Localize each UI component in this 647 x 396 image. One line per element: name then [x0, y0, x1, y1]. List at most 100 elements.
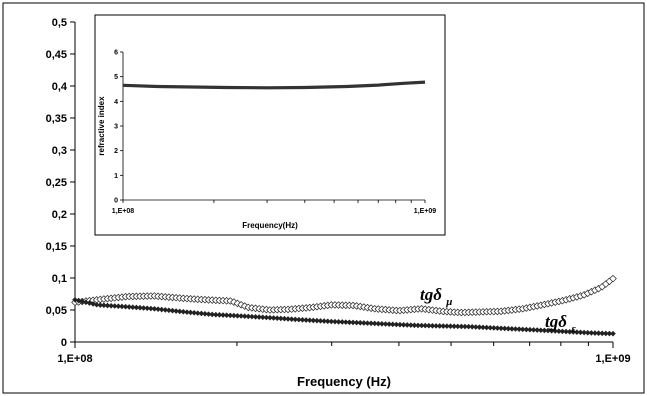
data-point	[444, 323, 450, 329]
data-point	[285, 316, 291, 322]
data-point	[292, 316, 299, 323]
data-point	[350, 319, 356, 326]
data-point	[238, 313, 244, 319]
data-point	[133, 304, 140, 311]
data-point	[411, 322, 418, 329]
data-point	[436, 323, 443, 329]
main-y-tick-label: 0,15	[46, 241, 67, 253]
data-point	[577, 329, 584, 336]
inset-y-tick-label: 4	[114, 99, 118, 106]
data-point	[252, 314, 259, 320]
data-point	[516, 326, 522, 332]
data-point	[310, 317, 317, 324]
data-point	[240, 302, 249, 310]
data-point	[270, 315, 277, 321]
data-point	[570, 329, 577, 335]
data-point	[353, 319, 360, 326]
data-point	[563, 328, 569, 335]
series-tg-epsilon-label-sub: ε	[571, 323, 576, 335]
series-tg-mu-label-sub: μ	[445, 296, 452, 308]
data-point	[303, 317, 309, 323]
data-point	[469, 324, 475, 330]
data-point	[501, 325, 508, 332]
data-point	[343, 319, 349, 325]
data-point	[566, 328, 573, 335]
data-point	[205, 311, 212, 317]
data-point	[122, 303, 129, 310]
inset-y-tick-label: 1	[114, 173, 118, 180]
data-point	[371, 320, 378, 327]
inset-y-tick-label: 3	[114, 124, 118, 131]
main-y-tick-label: 0,5	[52, 17, 67, 29]
main-x-axis-title: Frequency (Hz)	[297, 374, 391, 389]
data-point	[194, 310, 201, 316]
data-point	[400, 322, 407, 328]
data-point	[375, 320, 382, 327]
data-point	[465, 323, 472, 330]
data-point	[537, 327, 544, 334]
series-tg-mu	[71, 274, 617, 317]
data-point	[306, 317, 313, 324]
data-point	[458, 323, 465, 330]
data-point	[440, 323, 447, 329]
data-point	[519, 326, 526, 333]
data-point	[476, 324, 483, 330]
data-point	[151, 306, 158, 312]
data-point	[433, 323, 439, 329]
data-point	[581, 329, 587, 336]
data-point	[140, 305, 147, 311]
data-point	[606, 330, 613, 337]
data-point	[278, 315, 284, 322]
data-point	[97, 302, 104, 308]
data-point	[595, 330, 602, 337]
data-point	[162, 307, 169, 313]
data-point	[382, 321, 389, 327]
main-y-tick-label: 0,35	[46, 113, 67, 125]
data-point	[296, 316, 302, 323]
data-point	[209, 311, 216, 318]
data-point	[386, 321, 392, 327]
data-point	[609, 274, 617, 283]
data-point	[404, 322, 410, 328]
data-point	[216, 312, 223, 318]
inset-x-axis-title: Frequency(Hz)	[242, 221, 298, 230]
data-point	[184, 309, 190, 315]
data-point	[415, 322, 421, 329]
data-point	[408, 322, 414, 328]
data-point	[447, 323, 454, 330]
data-point	[418, 322, 425, 329]
data-point	[155, 306, 161, 312]
data-point	[158, 306, 165, 313]
data-point	[498, 325, 504, 332]
data-point	[530, 327, 537, 333]
data-point	[552, 328, 559, 334]
data-point	[137, 304, 143, 311]
data-point	[429, 322, 436, 329]
data-point	[256, 314, 262, 320]
data-point	[491, 325, 497, 331]
data-point	[166, 307, 172, 314]
data-point	[93, 301, 100, 308]
data-point	[483, 324, 490, 331]
main-y-tick-label: 0,3	[52, 145, 67, 157]
data-point	[314, 317, 320, 324]
data-point	[534, 327, 540, 333]
data-point	[397, 321, 403, 328]
data-point	[451, 323, 457, 330]
series-tg-epsilon	[72, 296, 616, 337]
data-point	[237, 300, 245, 309]
data-point	[462, 323, 468, 330]
data-point	[393, 321, 400, 328]
series-tg-mu-label: tgδ μ	[420, 285, 452, 308]
data-point	[523, 326, 530, 333]
main-chart: 0 0,05 0,1 0,15 0,2 0,25 0,3 0,35 0,4 0,45 0,5 1,E…	[46, 17, 631, 389]
inset-frame	[94, 14, 446, 236]
data-point	[328, 318, 335, 325]
data-point	[148, 305, 154, 312]
data-point	[202, 311, 208, 317]
data-point	[332, 318, 338, 325]
main-y-tick-label: 0,1	[52, 273, 67, 285]
main-x-tick-label: 1,E+08	[57, 353, 92, 365]
data-point	[213, 311, 219, 318]
data-point	[361, 320, 367, 326]
